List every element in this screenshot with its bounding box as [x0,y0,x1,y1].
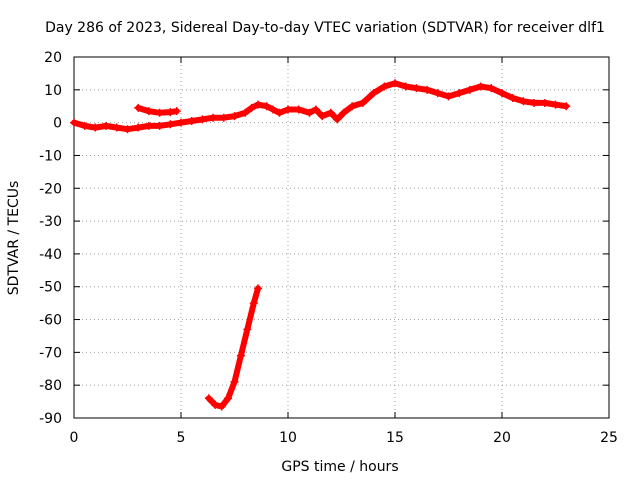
y-axis-title: SDTVAR / TECUs [6,181,22,296]
x-tick-label: 5 [177,430,186,446]
data-point [444,92,453,101]
data-series [70,79,571,134]
data-point [262,102,271,111]
data-point [241,108,250,117]
data-point [123,125,132,134]
data-point [284,105,292,114]
grid [74,57,609,418]
y-tick-label: -50 [39,280,62,296]
data-point [177,118,185,127]
data-point [211,400,220,409]
data-point [230,112,239,121]
data-point [487,84,496,93]
data-point [455,89,464,98]
data-point [155,121,164,130]
data-point [134,123,143,132]
data-point [348,102,357,111]
data-point [412,84,421,93]
plot-frame [73,56,610,419]
y-tick-label: -20 [39,181,62,197]
data-point [198,115,207,124]
data-point [530,98,539,107]
x-tick-label: 25 [600,430,618,446]
y-tick-label: 0 [53,116,62,132]
ticks: 0 5 10 15 20 25 -90 -80 -70 -60 -50 -40 -30 -20 -10 0 10… [39,50,618,446]
data-point [254,284,263,293]
data-point [236,351,245,360]
y-tick-label: -60 [39,313,62,329]
data-point [217,402,226,411]
data-point [144,121,153,130]
x-tick-label: 15 [386,430,404,446]
x-tick-label: 10 [279,430,297,446]
data-point [318,112,327,121]
data-point [333,115,342,124]
y-tick-label: -40 [39,247,62,263]
data-point [465,85,474,94]
x-axis-title: GPS time / hours [281,459,398,475]
data-point [187,116,196,125]
data-point [358,98,367,107]
data-point [144,107,153,116]
data-point [433,89,442,98]
y-tick-label: -30 [39,214,62,230]
y-tick-label: -10 [39,148,62,164]
data-point [230,377,239,386]
data-point [155,108,164,117]
data-point [369,89,378,98]
data-point [562,102,571,111]
y-tick-label: -90 [39,411,62,427]
data-point [70,118,78,127]
data-point [91,123,100,132]
data-point [519,97,528,106]
data-point [275,108,284,117]
data-point [102,121,111,130]
data-point [249,299,258,308]
x-tick-label: 20 [493,430,511,446]
series-layer [70,79,571,411]
data-point [204,394,213,403]
data-point [254,100,263,109]
data-point [311,105,320,114]
data-point [80,121,89,130]
data-point [209,113,218,122]
chart-title: Day 286 of 2023, Sidereal Day-to-day VTE… [45,20,605,36]
data-point [476,82,485,91]
data-point [134,103,143,112]
data-point [401,82,410,91]
data-point [112,123,121,132]
data-point [339,108,348,117]
data-point [305,108,314,117]
y-tick-label: -80 [39,378,62,394]
data-point [391,79,399,88]
data-point [380,82,389,91]
data-point [508,94,517,103]
y-tick-label: -70 [39,345,62,361]
data-point [172,107,181,116]
data-point [540,98,549,107]
data-point [219,113,228,122]
data-point [243,325,252,334]
data-series [134,103,181,117]
data-series [204,284,263,411]
y-tick-label: 10 [44,83,62,99]
data-point [224,394,233,403]
y-tick-label: 20 [44,50,62,66]
data-point [294,105,303,114]
data-point [551,100,560,109]
data-point [269,105,278,114]
data-point [326,108,335,117]
data-point [166,120,175,129]
data-point [423,85,432,94]
x-tick-label: 0 [70,430,79,446]
data-point [498,89,506,98]
data-point [247,103,256,112]
data-point [166,108,175,117]
